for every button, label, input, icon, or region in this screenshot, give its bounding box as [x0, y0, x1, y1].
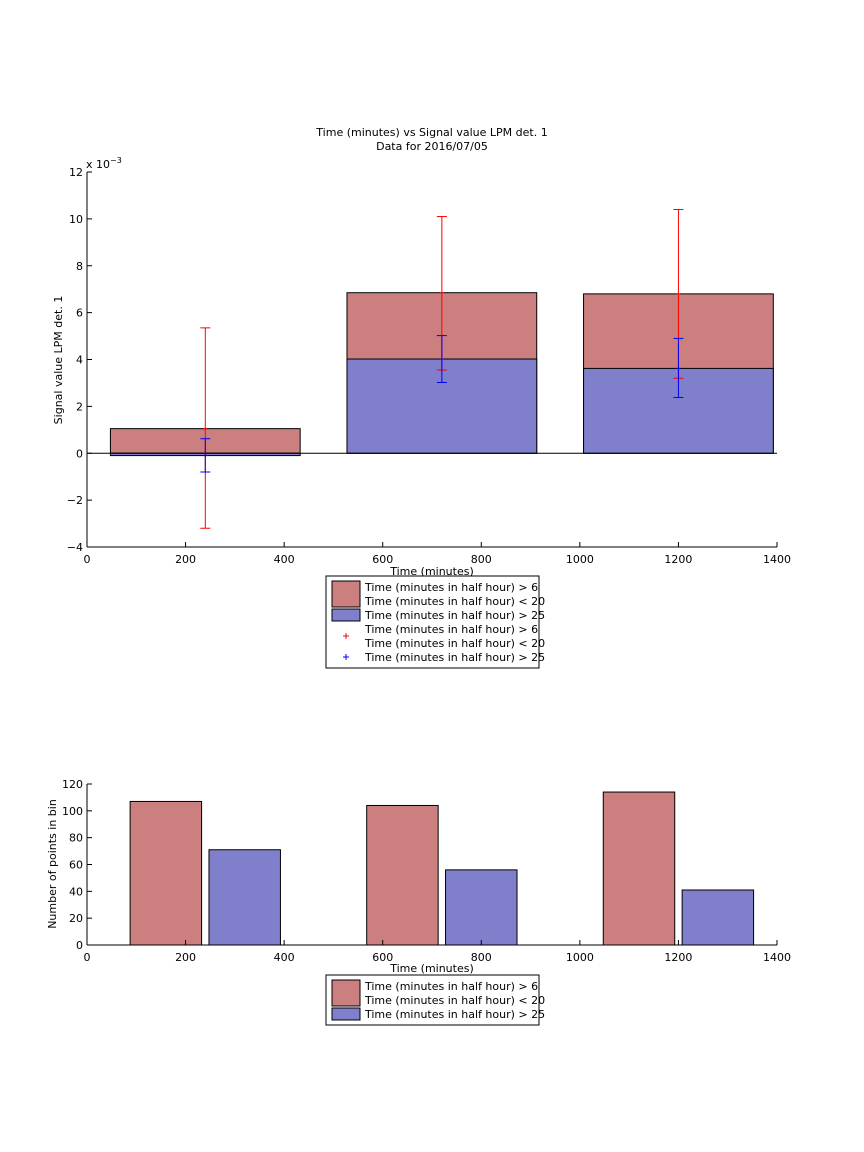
signal-axes: 0 200 400 600 800 1000 1200 1400 −4 −2 0 2 4 6 8 10 12 [67, 166, 791, 566]
count-bars [129, 791, 755, 946]
y-tick-label: 6 [76, 307, 83, 320]
y-tick-label: 4 [76, 354, 83, 367]
legend-label: Time (minutes in half hour) > 25 [364, 609, 545, 622]
y-tick-label: 0 [76, 939, 83, 952]
count-axes: 0 200 400 600 800 1000 1200 1400 0 20 40 60 80 100 120 [62, 778, 791, 964]
count-bar-series-1 [366, 804, 439, 946]
count-bar-series-2 [681, 889, 755, 946]
error-bars [200, 209, 684, 529]
y-tick-label: 60 [69, 859, 83, 872]
signal-chart: Time (minutes) vs Signal value LPM det. … [52, 126, 791, 669]
count-bar-series-2 [208, 849, 281, 946]
legend-label: Time (minutes in half hour) > 6 [364, 581, 538, 594]
legend-swatch [331, 979, 361, 1007]
x-tick-label: 0 [84, 553, 91, 566]
y-tick-label: −2 [67, 494, 83, 507]
y-tick-label: 100 [62, 805, 83, 818]
legend-label: Time (minutes in half hour) > 25 [364, 651, 545, 664]
legend-swatch [331, 1007, 361, 1021]
chart-subtitle: Data for 2016/07/05 [376, 140, 488, 153]
legend-label: Time (minutes in half hour) > 6 [364, 623, 538, 636]
legend-box [325, 974, 540, 1026]
x-tick-label: 1000 [566, 553, 594, 566]
y-axis-label: Number of points in bin [46, 799, 59, 929]
y-tick-label: 120 [62, 778, 83, 791]
x-tick-label: 800 [471, 951, 492, 964]
y-tick-label: 8 [76, 260, 83, 273]
legend-label: Time (minutes in half hour) < 20 [364, 637, 545, 650]
legend-label: Time (minutes in half hour) < 20 [364, 595, 545, 608]
x-tick-label: 200 [175, 951, 196, 964]
legend-swatch [331, 580, 361, 608]
legend-swatch [331, 608, 361, 622]
legend-label: Time (minutes in half hour) > 6 [364, 980, 538, 993]
y-tick-label: 0 [76, 447, 83, 460]
x-axis-label: Time (minutes) [389, 565, 474, 578]
legend-label: Time (minutes in half hour) < 20 [364, 994, 545, 1007]
y-tick-label: 40 [69, 885, 83, 898]
x-tick-label: 600 [372, 553, 393, 566]
y-tick-label: 80 [69, 832, 83, 845]
y-axis-label: Signal value LPM det. 1 [52, 296, 65, 425]
x-tick-label: 1200 [664, 951, 692, 964]
legend-box [325, 575, 540, 669]
chart-title: Time (minutes) vs Signal value LPM det. … [315, 126, 547, 139]
x-tick-label: 1200 [664, 553, 692, 566]
count-bar-series-1 [129, 800, 203, 946]
x-tick-label: 1400 [763, 951, 791, 964]
x-tick-label: 600 [372, 951, 393, 964]
y-tick-label: 20 [69, 912, 83, 925]
x-tick-label: 400 [274, 553, 295, 566]
x-tick-label: 1000 [566, 951, 594, 964]
x-tick-label: 800 [471, 553, 492, 566]
y-tick-label: −4 [67, 541, 83, 554]
x-tick-label: 400 [274, 951, 295, 964]
count-bar-series-1 [602, 791, 676, 946]
count-bar-series-2 [445, 869, 518, 946]
y-tick-label: 2 [76, 400, 83, 413]
x-tick-label: 0 [84, 951, 91, 964]
count-chart: 0 200 400 600 800 1000 1200 1400 0 20 40 60 80 100 120… [46, 778, 791, 1026]
y-tick-label: 10 [69, 213, 83, 226]
legend-label: Time (minutes in half hour) > 25 [364, 1008, 545, 1021]
y-exponent-label: x 10−3 [86, 156, 122, 171]
x-tick-label: 200 [175, 553, 196, 566]
x-tick-label: 1400 [763, 553, 791, 566]
y-tick-label: 12 [69, 166, 83, 179]
x-axis-label: Time (minutes) [389, 962, 474, 975]
